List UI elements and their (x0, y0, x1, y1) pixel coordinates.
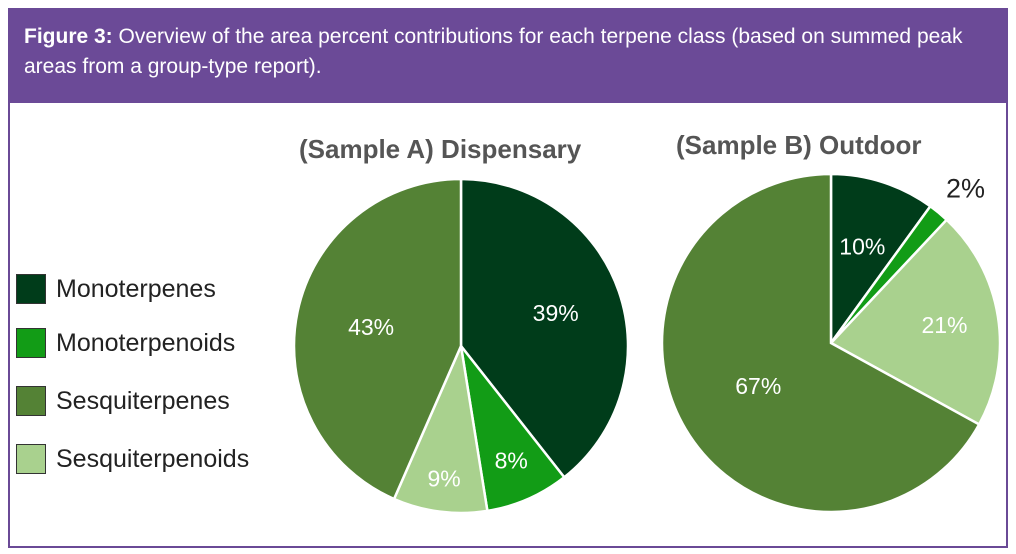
figure-label: Figure 3: (24, 25, 113, 48)
chart-a-title: (Sample A) Dispensary (299, 134, 582, 164)
legend-swatch-monoterpenoids (16, 328, 46, 358)
chart-b-slice-monoterpenes (829, 172, 933, 347)
chart-b-label-sesquiterpenes: 67% (735, 373, 781, 399)
chart-a-label-sesquiterpenoids: 9% (427, 466, 460, 492)
chart-a-slice-sesquiterpenoids (392, 341, 489, 515)
legend-label-sesquiterpenes: Sesquiterpenes (56, 386, 230, 415)
chart-a-slice-monoterpenes (459, 177, 630, 480)
legend-label-sesquiterpenoids: Sesquiterpenoids (56, 444, 250, 473)
chart-a-slice-sesquiterpenes (292, 177, 463, 501)
legend-item-sesquiterpenes: Sesquiterpenes (16, 384, 230, 418)
chart-a-label-sesquiterpenes: 43% (348, 314, 394, 340)
legend-item-monoterpenes: Monoterpenes (16, 272, 216, 306)
chart-b-label-monoterpenoids: 2% (946, 173, 985, 203)
legend-item-sesquiterpenoids: Sesquiterpenoids (16, 442, 249, 476)
chart-a-label-monoterpenoids: 8% (495, 448, 528, 474)
chart-b-label-monoterpenes: 10% (839, 234, 885, 260)
legend-swatch-monoterpenes (16, 274, 46, 304)
chart-b-label-sesquiterpenoids: 21% (921, 312, 967, 338)
chart-b-slice-sesquiterpenes (660, 172, 981, 514)
legend-label-monoterpenoids: Monoterpenoids (56, 328, 236, 357)
figure-caption: Figure 3: Overview of the area percent c… (10, 10, 1006, 103)
legend-swatch-sesquiterpenoids (16, 444, 46, 474)
legend-swatch-sesquiterpenes (16, 386, 46, 416)
chart-b-title: (Sample B) Outdoor (676, 130, 922, 160)
chart-b-slice-sesquiterpenoids (828, 218, 1002, 427)
figure-caption-text: Overview of the area percent contributio… (24, 25, 963, 78)
legend-label-monoterpenes: Monoterpenes (56, 274, 216, 303)
chart-a-label-monoterpenes: 39% (533, 300, 579, 326)
legend-item-monoterpenoids: Monoterpenoids (16, 326, 235, 360)
